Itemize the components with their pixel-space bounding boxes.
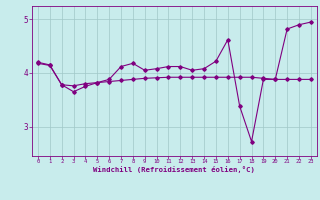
X-axis label: Windchill (Refroidissement éolien,°C): Windchill (Refroidissement éolien,°C) bbox=[93, 166, 255, 173]
